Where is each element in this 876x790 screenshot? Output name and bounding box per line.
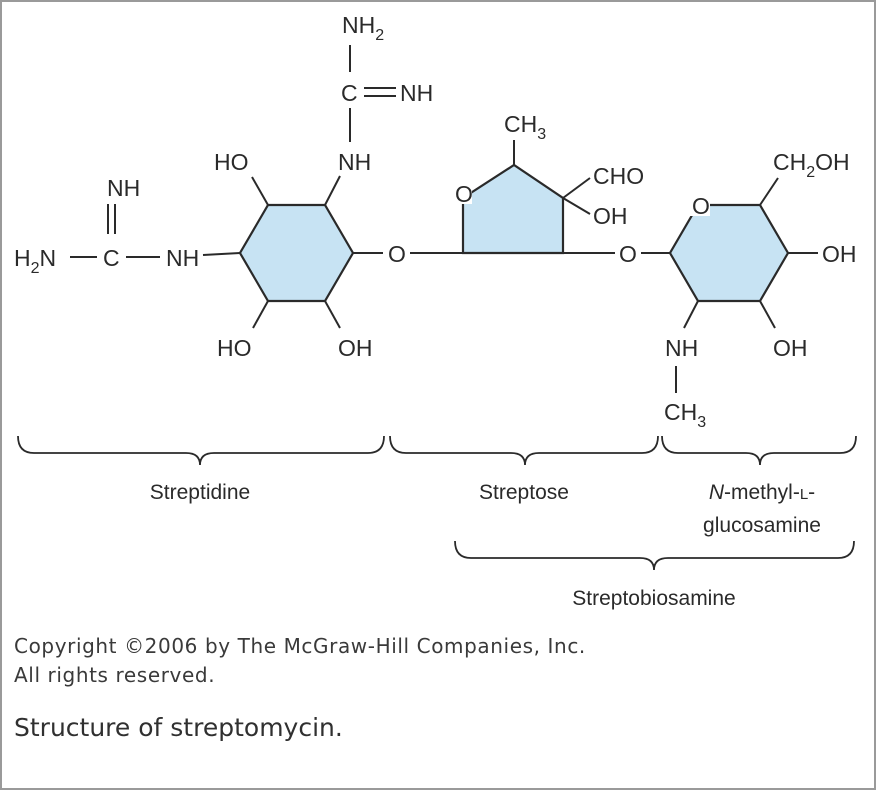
label-c-top: C	[341, 80, 358, 106]
bond	[759, 300, 776, 329]
label-oh-streptose: OH	[593, 203, 628, 229]
label-oh-bottom-streptidine: OH	[338, 335, 373, 361]
label-nh-link-top: NH	[338, 149, 371, 175]
brace-glucosamine	[661, 435, 857, 466]
label-o-link-1: O	[388, 241, 406, 267]
glucosamine-ring	[668, 203, 790, 303]
streptose-ring	[461, 163, 565, 255]
label-n-methyl-line2: glucosamine	[703, 514, 821, 537]
label-c-left: C	[103, 245, 120, 271]
bond	[562, 177, 591, 199]
bond	[562, 197, 591, 215]
bond	[324, 300, 341, 329]
bond	[202, 252, 241, 256]
label-ho-bottom-left: HO	[217, 335, 252, 361]
bond	[683, 300, 699, 329]
label-nh2-top: NH2	[342, 12, 384, 44]
bond	[324, 175, 341, 206]
copyright-notice: Copyright ©2006 by The McGraw-Hill Compa…	[14, 632, 854, 690]
brace-streptose	[389, 435, 659, 466]
label-o-ring-glucosamine: O	[692, 193, 710, 219]
label-oh-bottom-glucosamine: OH	[773, 335, 808, 361]
label-streptose: Streptose	[479, 481, 569, 504]
brace-streptidine	[17, 435, 385, 466]
label-oh-right: OH	[822, 241, 857, 267]
streptomycin-structure-diagram: NH2 C NH NH HO NH H2N C NH HO OH O O CH3…	[14, 12, 857, 610]
copyright-line-1: Copyright ©2006 by The McGraw-Hill Compa…	[14, 634, 586, 658]
figure-caption: Structure of streptomycin.	[14, 713, 343, 742]
label-ho-top-left: HO	[214, 149, 249, 175]
label-nh-imine-top: NH	[400, 80, 433, 106]
label-cho: CHO	[593, 163, 644, 189]
streptidine-ring	[238, 203, 355, 303]
brace-streptobiosamine	[454, 540, 855, 571]
label-nh-glucosamine: NH	[665, 335, 698, 361]
label-n-methyl-line1: N-methyl-L-	[709, 481, 815, 504]
label-ch2oh: CH2OH	[773, 149, 850, 181]
label-nh-imine-left: NH	[107, 175, 140, 201]
copyright-line-2: All rights reserved.	[14, 663, 216, 687]
bond	[252, 300, 269, 329]
ring-o-gap	[690, 192, 710, 216]
label-o-link-2: O	[619, 241, 637, 267]
label-streptidine: Streptidine	[150, 481, 250, 504]
ring-o-gap	[455, 180, 472, 204]
label-ch3-streptose: CH3	[504, 111, 546, 143]
bond	[251, 176, 269, 206]
label-o-ring-streptose: O	[455, 181, 473, 207]
label-ch3-glucosamine: CH3	[664, 399, 706, 431]
bond	[759, 177, 779, 206]
label-h2n-left: H2N	[14, 245, 56, 277]
label-streptobiosamine: Streptobiosamine	[572, 587, 735, 610]
label-nh-link-left: NH	[166, 245, 199, 271]
